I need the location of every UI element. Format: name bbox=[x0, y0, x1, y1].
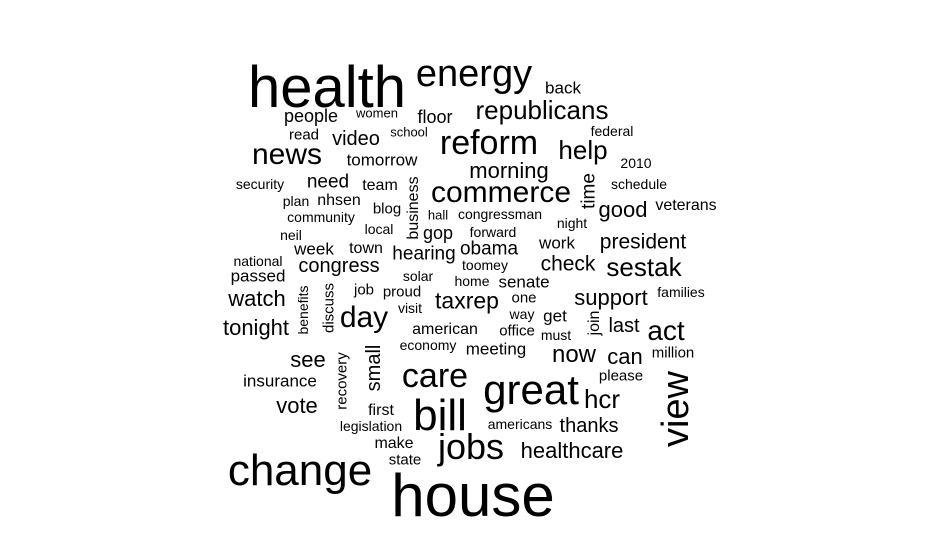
word-back: back bbox=[545, 78, 581, 98]
word-forward: forward bbox=[469, 224, 517, 240]
word-health: health bbox=[247, 55, 407, 120]
word-tomorrow: tomorrow bbox=[346, 150, 418, 170]
word-meeting: meeting bbox=[465, 339, 527, 359]
word-act: act bbox=[647, 315, 685, 346]
word-house: house bbox=[391, 462, 555, 529]
word-floor: floor bbox=[417, 107, 453, 127]
word-check: check bbox=[540, 252, 596, 276]
word-now: now bbox=[551, 341, 597, 368]
word-care: care bbox=[401, 357, 469, 395]
word-energy: energy bbox=[415, 53, 533, 95]
word-read: read bbox=[288, 126, 320, 144]
word-republicans: republicans bbox=[475, 95, 609, 125]
word-sestak: sestak bbox=[606, 252, 682, 282]
word-visit: visit bbox=[397, 300, 423, 316]
word-legislation: legislation bbox=[339, 418, 403, 434]
word-video: video bbox=[332, 128, 380, 150]
word-office: office bbox=[499, 322, 535, 340]
word-blog: blog bbox=[372, 200, 402, 218]
word-neil: neil bbox=[280, 227, 302, 243]
word-discuss: discuss bbox=[320, 282, 338, 334]
word-school: school bbox=[390, 124, 428, 140]
word-nhsen: nhsen bbox=[317, 192, 361, 209]
word-see: see bbox=[290, 347, 326, 372]
word-jobs: jobs bbox=[437, 426, 505, 467]
word-veterans: veterans bbox=[655, 197, 717, 214]
word-week: week bbox=[294, 239, 334, 259]
word-american: american bbox=[412, 321, 478, 338]
word-change: change bbox=[227, 446, 373, 495]
word-schedule: schedule bbox=[610, 176, 668, 192]
word-million: million bbox=[651, 344, 695, 362]
word-great: great bbox=[483, 366, 579, 413]
word-view: view bbox=[655, 370, 697, 448]
word-community: community bbox=[287, 209, 355, 225]
word-hearing: hearing bbox=[392, 243, 456, 265]
word-join: join bbox=[586, 310, 603, 336]
word-local: local bbox=[364, 221, 394, 237]
word-plan: plan bbox=[282, 193, 310, 209]
word-people: people bbox=[283, 106, 339, 126]
word-job: job bbox=[353, 281, 375, 299]
word-commerce: commerce bbox=[430, 176, 572, 209]
word-must: must bbox=[540, 327, 572, 343]
word-first: first bbox=[368, 402, 394, 419]
word-national: national bbox=[233, 253, 283, 269]
word-recovery: recovery bbox=[333, 352, 351, 410]
word-business: business bbox=[405, 176, 422, 240]
word-families: families bbox=[657, 284, 705, 300]
word-vote: vote bbox=[276, 393, 318, 418]
word-home: home bbox=[454, 273, 490, 289]
word-insurance: insurance bbox=[243, 371, 317, 391]
word-good: good bbox=[598, 197, 648, 222]
word-congressman: congressman bbox=[457, 206, 543, 222]
word-one: one bbox=[511, 289, 537, 307]
word-help: help bbox=[558, 135, 608, 165]
word-healthcare: healthcare bbox=[520, 438, 624, 463]
word-2010: 2010 bbox=[620, 155, 652, 171]
word-day: day bbox=[339, 301, 389, 334]
word-make: make bbox=[374, 435, 414, 452]
word-morning: morning bbox=[469, 158, 549, 183]
word-solar: solar bbox=[402, 268, 434, 284]
word-obama: obama bbox=[459, 238, 519, 260]
word-watch: watch bbox=[228, 286, 286, 311]
word-passed: passed bbox=[230, 266, 286, 286]
word-tonight: tonight bbox=[222, 315, 290, 340]
word-thanks: thanks bbox=[559, 415, 619, 437]
word-time: time bbox=[578, 173, 600, 209]
word-toomey: toomey bbox=[462, 257, 508, 273]
word-proud: proud bbox=[382, 283, 422, 301]
word-need: need bbox=[306, 171, 350, 193]
word-senate: senate bbox=[498, 272, 550, 292]
word-town: town bbox=[349, 240, 383, 257]
word-can: can bbox=[607, 344, 643, 369]
word-hcr: hcr bbox=[583, 384, 621, 414]
word-economy: economy bbox=[399, 337, 457, 353]
word-hall: hall bbox=[427, 207, 449, 223]
word-news: news bbox=[251, 138, 323, 171]
word-benefits: benefits bbox=[295, 285, 311, 335]
word-bill: bill bbox=[413, 391, 467, 440]
word-way: way bbox=[509, 306, 535, 322]
word-gop: gop bbox=[422, 223, 454, 243]
word-last: last bbox=[608, 315, 640, 337]
word-americans: americans bbox=[487, 416, 553, 432]
word-reform: reform bbox=[439, 124, 539, 162]
word-team: team bbox=[362, 177, 398, 194]
word-women: women bbox=[356, 105, 398, 121]
word-please: please bbox=[598, 367, 644, 385]
word-security: security bbox=[235, 176, 285, 192]
word-small: small bbox=[363, 344, 385, 392]
word-federal: federal bbox=[590, 123, 634, 139]
word-night: night bbox=[556, 215, 588, 231]
word-get: get bbox=[543, 306, 567, 326]
word-taxrep: taxrep bbox=[435, 287, 499, 314]
word-support: support bbox=[574, 285, 648, 310]
word-congress: congress bbox=[298, 255, 380, 277]
word-work: work bbox=[539, 233, 575, 253]
word-state: state bbox=[388, 451, 422, 469]
word-president: president bbox=[599, 230, 687, 254]
